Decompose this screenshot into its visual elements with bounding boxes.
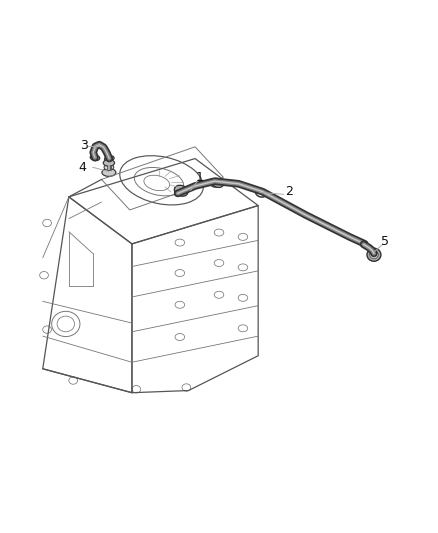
Ellipse shape bbox=[104, 164, 114, 171]
Ellipse shape bbox=[102, 168, 116, 176]
Ellipse shape bbox=[370, 251, 378, 259]
Ellipse shape bbox=[90, 155, 100, 160]
Ellipse shape bbox=[103, 160, 115, 166]
Ellipse shape bbox=[174, 185, 188, 196]
Ellipse shape bbox=[105, 156, 114, 161]
Text: 4: 4 bbox=[78, 161, 86, 174]
Text: 5: 5 bbox=[381, 235, 389, 248]
Text: 2: 2 bbox=[285, 185, 293, 198]
Ellipse shape bbox=[367, 248, 381, 261]
Ellipse shape bbox=[212, 179, 224, 188]
Text: 1: 1 bbox=[195, 171, 203, 184]
Text: 3: 3 bbox=[80, 139, 88, 152]
